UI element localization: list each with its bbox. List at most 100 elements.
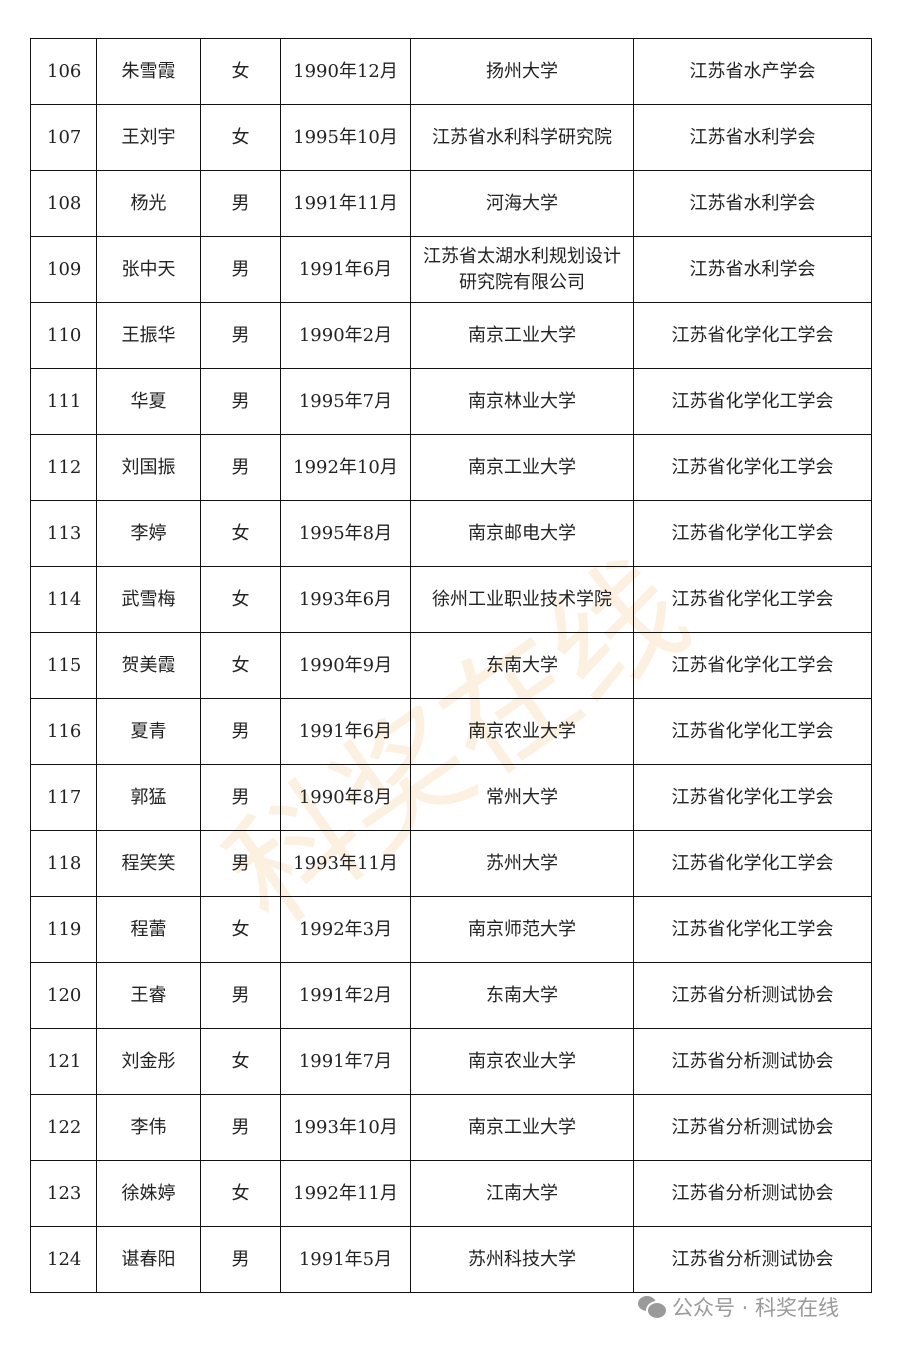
nominating-society-cell: 江苏省分析测试协会 — [633, 1226, 872, 1293]
gender-cell: 男 — [200, 764, 281, 831]
birth-date-cell: 1990年9月 — [280, 632, 411, 699]
name-cell: 程蕾 — [96, 896, 201, 963]
name-cell: 朱雪霞 — [96, 38, 201, 105]
birth-date-cell: 1992年10月 — [280, 434, 411, 501]
name-cell: 王刘宇 — [96, 104, 201, 171]
row-number-cell: 113 — [30, 500, 97, 567]
birth-date-cell: 1995年8月 — [280, 500, 411, 567]
table-row: 122 李伟男 1993年10月 南京工业大学 江苏省分析测试协会 — [30, 1094, 872, 1161]
institution-cell: 江苏省太湖水利规划设计研究院有限公司 — [410, 236, 634, 303]
wechat-attribution: 公众号 · 科奖在线 — [638, 1292, 839, 1322]
row-number-cell: 106 — [30, 38, 97, 105]
gender-cell: 女 — [200, 500, 281, 567]
row-number-cell: 112 — [30, 434, 97, 501]
row-number-cell: 116 — [30, 698, 97, 765]
name-cell: 张中天 — [96, 236, 201, 303]
table-row: 124 谌春阳男 1991年5月 苏州科技大学 江苏省分析测试协会 — [30, 1226, 872, 1293]
table-row: 118 程笑笑男 1993年11月 苏州大学 江苏省化学化工学会 — [30, 830, 872, 897]
nominating-society-cell: 江苏省水产学会 — [633, 38, 872, 105]
institution-cell: 东南大学 — [410, 962, 634, 1029]
institution-cell: 江苏省水利科学研究院 — [410, 104, 634, 171]
name-cell: 郭猛 — [96, 764, 201, 831]
wechat-icon — [638, 1296, 668, 1320]
row-number-cell: 118 — [30, 830, 97, 897]
nominating-society-cell: 江苏省水利学会 — [633, 104, 872, 171]
birth-date-cell: 1995年10月 — [280, 104, 411, 171]
name-cell: 刘金彤 — [96, 1028, 201, 1095]
nominating-society-cell: 江苏省化学化工学会 — [633, 302, 872, 369]
row-number-cell: 121 — [30, 1028, 97, 1095]
row-number-cell: 111 — [30, 368, 97, 435]
birth-date-cell: 1990年8月 — [280, 764, 411, 831]
nominating-society-cell: 江苏省分析测试协会 — [633, 1094, 872, 1161]
institution-cell: 苏州大学 — [410, 830, 634, 897]
gender-cell: 男 — [200, 236, 281, 303]
name-cell: 程笑笑 — [96, 830, 201, 897]
row-number-cell: 123 — [30, 1160, 97, 1227]
name-cell: 华夏 — [96, 368, 201, 435]
attribution-text: 公众号 · 科奖在线 — [672, 1296, 840, 1320]
institution-cell: 南京林业大学 — [410, 368, 634, 435]
table-row: 115 贺美霞女 1990年9月 东南大学 江苏省化学化工学会 — [30, 632, 872, 699]
nominating-society-cell: 江苏省化学化工学会 — [633, 830, 872, 897]
table-row: 119 程蕾女 1992年3月 南京师范大学 江苏省化学化工学会 — [30, 896, 872, 963]
name-cell: 李伟 — [96, 1094, 201, 1161]
row-number-cell: 124 — [30, 1226, 97, 1293]
row-number-cell: 108 — [30, 170, 97, 237]
name-cell: 王睿 — [96, 962, 201, 1029]
name-cell: 李婷 — [96, 500, 201, 567]
birth-date-cell: 1991年6月 — [280, 698, 411, 765]
name-cell: 武雪梅 — [96, 566, 201, 633]
gender-cell: 男 — [200, 434, 281, 501]
name-cell: 贺美霞 — [96, 632, 201, 699]
nominating-society-cell: 江苏省水利学会 — [633, 236, 872, 303]
gender-cell: 男 — [200, 698, 281, 765]
table-row: 120 王睿男 1991年2月 东南大学 江苏省分析测试协会 — [30, 962, 872, 1029]
birth-date-cell: 1993年11月 — [280, 830, 411, 897]
gender-cell: 男 — [200, 830, 281, 897]
nominating-society-cell: 江苏省水利学会 — [633, 170, 872, 237]
birth-date-cell: 1993年6月 — [280, 566, 411, 633]
gender-cell: 女 — [200, 566, 281, 633]
birth-date-cell: 1992年11月 — [280, 1160, 411, 1227]
row-number-cell: 117 — [30, 764, 97, 831]
row-number-cell: 109 — [30, 236, 97, 303]
table-row: 123 徐姝婷女 1992年11月 江南大学 江苏省分析测试协会 — [30, 1160, 872, 1227]
birth-date-cell: 1991年5月 — [280, 1226, 411, 1293]
nominating-society-cell: 江苏省化学化工学会 — [633, 368, 872, 435]
institution-cell: 南京工业大学 — [410, 434, 634, 501]
institution-cell: 徐州工业职业技术学院 — [410, 566, 634, 633]
institution-cell: 南京农业大学 — [410, 698, 634, 765]
gender-cell: 女 — [200, 1160, 281, 1227]
awardee-table: 106 朱雪霞女 1990年12月 扬州大学 江苏省水产学会 107 王刘宇女 1995年10… — [30, 38, 872, 1293]
row-number-cell: 110 — [30, 302, 97, 369]
institution-cell: 南京师范大学 — [410, 896, 634, 963]
table-row: 114 武雪梅女 1993年6月 徐州工业职业技术学院 江苏省化学化工学会 — [30, 566, 872, 633]
institution-cell: 南京工业大学 — [410, 302, 634, 369]
gender-cell: 女 — [200, 896, 281, 963]
institution-cell: 扬州大学 — [410, 38, 634, 105]
name-cell: 王振华 — [96, 302, 201, 369]
institution-cell: 常州大学 — [410, 764, 634, 831]
gender-cell: 男 — [200, 962, 281, 1029]
name-cell: 徐姝婷 — [96, 1160, 201, 1227]
institution-cell: 南京邮电大学 — [410, 500, 634, 567]
row-number-cell: 114 — [30, 566, 97, 633]
gender-cell: 男 — [200, 1226, 281, 1293]
name-cell: 刘国振 — [96, 434, 201, 501]
nominating-society-cell: 江苏省化学化工学会 — [633, 698, 872, 765]
gender-cell: 女 — [200, 38, 281, 105]
name-cell: 夏青 — [96, 698, 201, 765]
institution-cell: 苏州科技大学 — [410, 1226, 634, 1293]
nominating-society-cell: 江苏省化学化工学会 — [633, 566, 872, 633]
institution-cell: 南京工业大学 — [410, 1094, 634, 1161]
nominating-society-cell: 江苏省化学化工学会 — [633, 434, 872, 501]
row-number-cell: 120 — [30, 962, 97, 1029]
birth-date-cell: 1991年2月 — [280, 962, 411, 1029]
nominating-society-cell: 江苏省分析测试协会 — [633, 1160, 872, 1227]
institution-cell: 东南大学 — [410, 632, 634, 699]
birth-date-cell: 1993年10月 — [280, 1094, 411, 1161]
table-row: 111 华夏男 1995年7月 南京林业大学 江苏省化学化工学会 — [30, 368, 872, 435]
birth-date-cell: 1991年6月 — [280, 236, 411, 303]
birth-date-cell: 1991年11月 — [280, 170, 411, 237]
